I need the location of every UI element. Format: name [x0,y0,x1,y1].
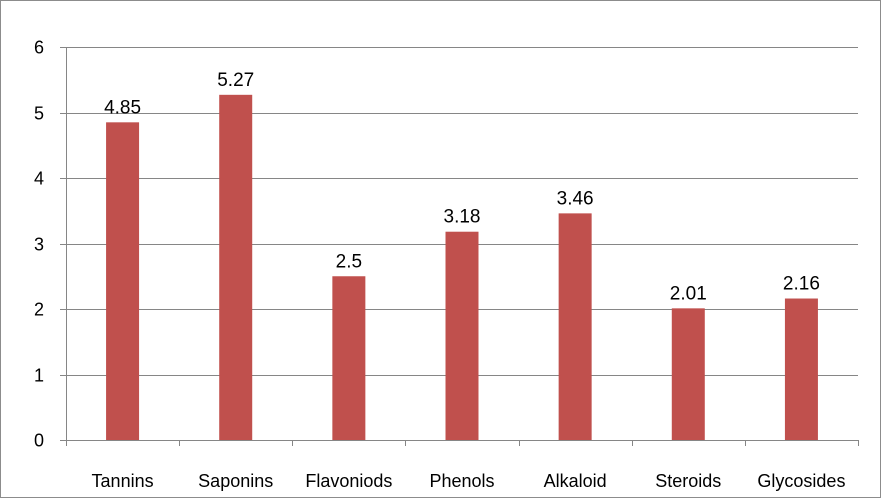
gridlines [66,47,858,376]
bar-saponins [219,94,253,440]
data-label-flavoniods: 2.5 [336,251,362,272]
y-tick-label-3: 3 [34,235,44,255]
data-label-steroids: 2.01 [670,283,707,304]
bars [106,94,818,440]
data-label-phenols: 3.18 [444,207,481,228]
category-labels: Tannins Saponins Flavoniods Phenols Alkaloid… [92,471,846,491]
data-label-tannins: 4.85 [104,97,141,118]
bar-flavoniods [332,276,366,440]
y-tick-label-2: 2 [34,300,44,320]
bar-alkaloid [558,213,592,440]
y-tick-label-4: 4 [34,169,44,189]
y-tick-label-6: 6 [34,38,44,58]
data-label-saponins: 5.27 [217,70,254,91]
data-label-glycosides: 2.16 [783,274,820,295]
axes [60,47,859,446]
category-label-steroids: Steroids [655,471,721,491]
bar-steroids [671,308,705,440]
data-label-alkaloid: 3.46 [557,188,594,209]
category-label-glycosides: Glycosides [757,471,845,491]
bar-tannins [106,122,140,440]
category-label-flavoniods: Flavoniods [305,471,392,491]
category-label-saponins: Saponins [198,471,273,491]
y-tick-labels: 0 1 2 3 4 5 6 [34,38,44,451]
data-labels: 4.85 5.27 2.5 3.18 3.46 2.01 2.16 [104,70,820,305]
bar-phenols [445,231,479,440]
category-label-alkaloid: Alkaloid [544,471,607,491]
y-tick-label-1: 1 [34,366,44,386]
y-tick-label-0: 0 [34,431,44,451]
category-label-phenols: Phenols [429,471,494,491]
bar-glycosides [784,298,818,440]
category-label-tannins: Tannins [92,471,154,491]
y-tick-label-5: 5 [34,104,44,124]
